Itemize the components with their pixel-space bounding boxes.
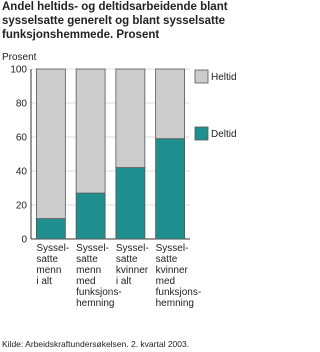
x-tick-label: Syssel- [156, 243, 189, 254]
x-tick-label: Syssel- [116, 243, 149, 254]
legend-swatch [194, 126, 209, 141]
bar-segment [155, 68, 186, 140]
x-tick-label: funksjons- [76, 287, 122, 298]
y-tick-label: 60 [16, 133, 28, 144]
y-tick-label: 0 [21, 235, 27, 246]
x-tick-label: hemning [76, 298, 114, 309]
bar-segment [35, 68, 66, 220]
bar-segment [75, 192, 106, 240]
x-tick-label: satte [116, 254, 138, 265]
y-tick-label: 20 [16, 201, 28, 212]
x-tick-label: satte [76, 254, 98, 265]
x-tick-label: kvinner [156, 265, 189, 276]
source: Kilde: Arbeidskraftundersøkelsen. 2. kva… [2, 339, 189, 349]
y-tick-label: 80 [16, 99, 28, 110]
bar-segment [35, 218, 66, 240]
x-tick-label: med [156, 276, 175, 287]
y-tick-label: 100 [10, 65, 27, 76]
y-axis-label: Prosent [2, 52, 37, 63]
legend-label: Heltid [211, 72, 237, 83]
x-tick-label: i alt [116, 276, 132, 287]
y-tick-label: 40 [16, 167, 28, 178]
x-tick-label: med [76, 276, 95, 287]
bar-segment [115, 68, 146, 168]
legend-label: Deltid [211, 129, 237, 140]
chart-title: Andel heltids- og deltidsarbeidende blan… [2, 1, 228, 13]
bar-segment [75, 68, 106, 194]
x-tick-label: menn [36, 265, 61, 276]
x-tick-label: Syssel- [36, 243, 69, 254]
chart-title: funksjonshemmede. Prosent [2, 29, 159, 41]
x-tick-label: i alt [36, 276, 52, 287]
x-tick-label: satte [36, 254, 58, 265]
x-tick-label: Syssel- [76, 243, 109, 254]
x-tick-label: kvinner [116, 265, 149, 276]
bar-segment [155, 138, 186, 240]
legend-swatch [194, 69, 209, 84]
chart-title: sysselsatte generelt og blant sysselsatt… [2, 15, 225, 27]
bar-segment [115, 167, 146, 240]
chart: Kilde: Arbeidskraftundersøkelsen. 2. kva… [2, 1, 237, 349]
x-tick-label: satte [156, 254, 178, 265]
x-tick-label: hemning [156, 298, 194, 309]
x-tick-label: menn [76, 265, 101, 276]
x-tick-label: funksjons- [156, 287, 202, 298]
